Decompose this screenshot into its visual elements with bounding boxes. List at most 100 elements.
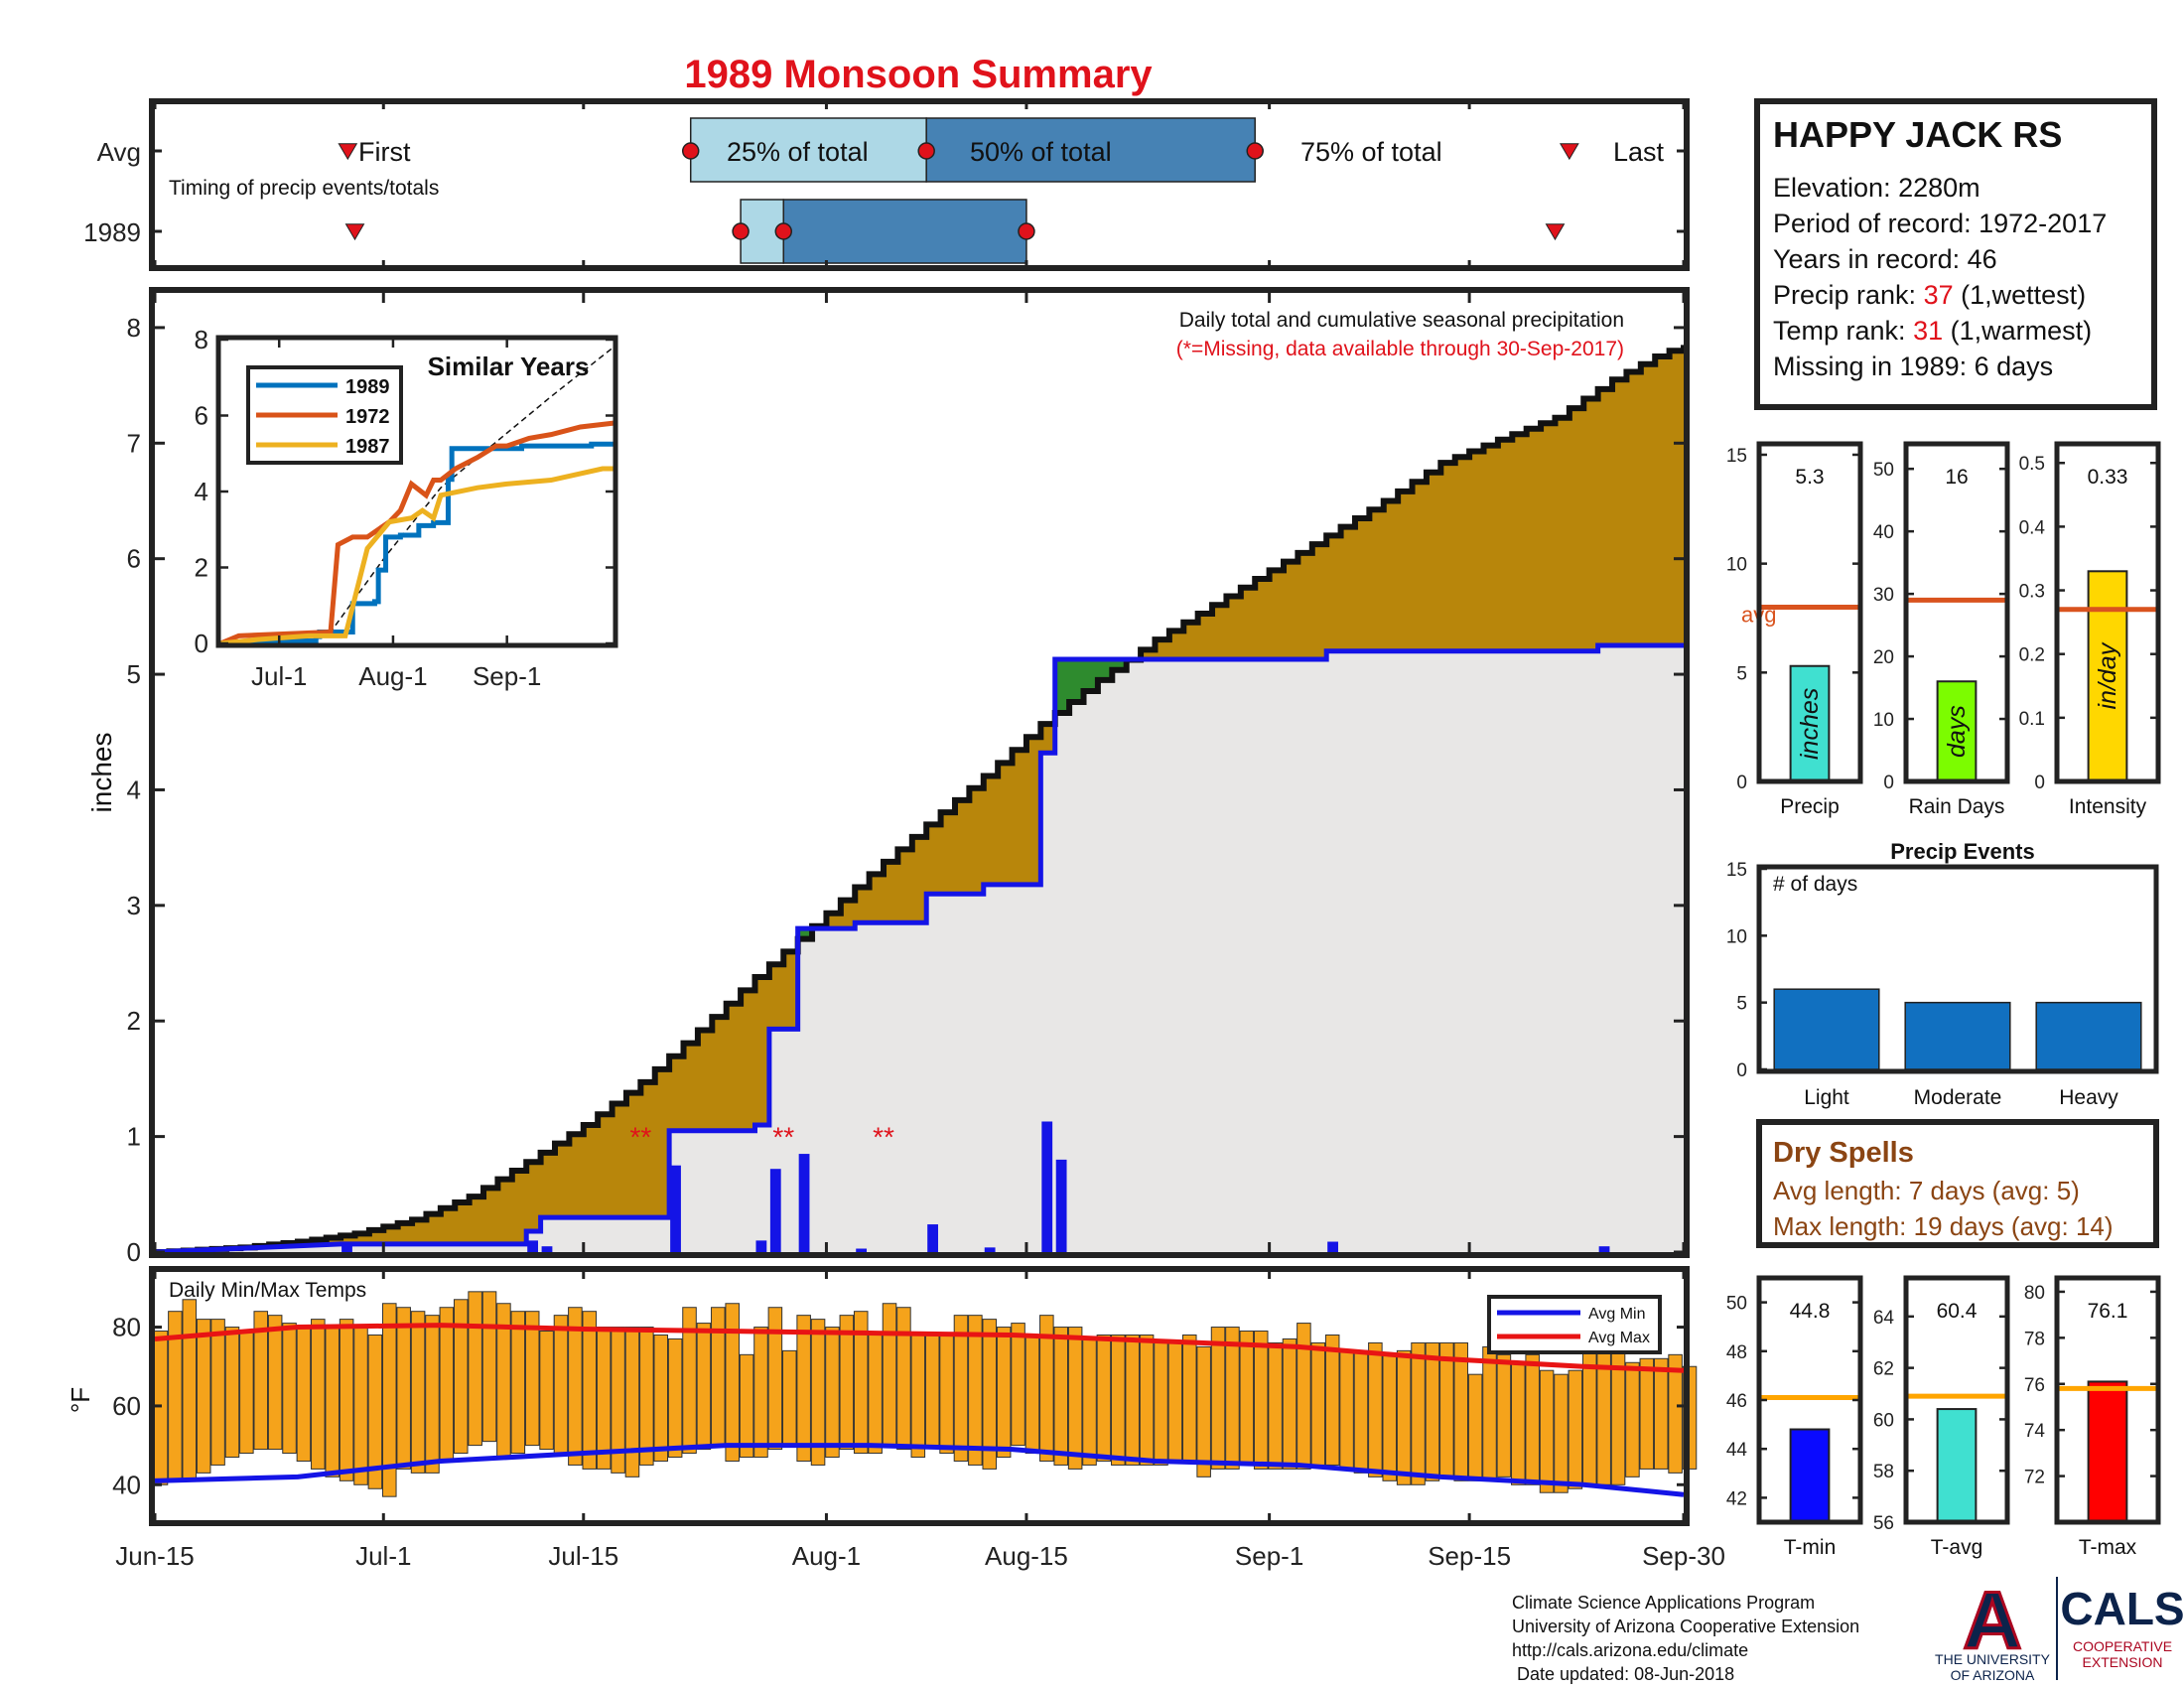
main-y-tick-label: 2 bbox=[127, 1006, 141, 1036]
avg-percentile-marker bbox=[681, 142, 700, 160]
ua-logo-line-2: OF ARIZONA bbox=[1951, 1667, 2035, 1683]
daily-temp-bar bbox=[1396, 1349, 1412, 1485]
temp-rank-value: 31 bbox=[1913, 316, 1943, 346]
summary-category-label: Precip bbox=[1780, 795, 1840, 818]
daily-temp-bar bbox=[725, 1303, 740, 1462]
daily-precip-bar bbox=[1041, 1121, 1053, 1252]
daily-temp-bar bbox=[210, 1319, 225, 1466]
daily-precip-bar bbox=[927, 1224, 938, 1252]
summary-y-tick-label: 74 bbox=[2024, 1421, 2046, 1442]
x-axis-date-label: Aug-15 bbox=[985, 1541, 1068, 1571]
daily-temp-bar bbox=[1425, 1341, 1440, 1481]
temp-rank-prefix: Temp rank: bbox=[1773, 316, 1913, 346]
timing-panel: Avg 1989 Timing of precip events/totals … bbox=[83, 98, 1690, 271]
summary-y-tick-label: 76 bbox=[2024, 1375, 2045, 1396]
daily-temp-bar bbox=[711, 1307, 726, 1447]
daily-temp-bar bbox=[468, 1291, 482, 1447]
timing-first-label: First bbox=[358, 137, 411, 167]
daily-precip-bar bbox=[527, 1240, 538, 1252]
daily-temp-bar bbox=[739, 1353, 754, 1459]
daily-temp-bar bbox=[1467, 1373, 1483, 1481]
daily-temp-bar bbox=[1125, 1334, 1140, 1466]
main-y-tick-label: 3 bbox=[127, 891, 141, 920]
temp-legend-label-max: Avg Max bbox=[1588, 1330, 1650, 1346]
daily-temp-bar bbox=[1067, 1327, 1083, 1470]
station-years: Years in record: 46 bbox=[1773, 244, 1997, 274]
daily-temp-bar bbox=[481, 1291, 497, 1443]
daily-temp-bar bbox=[1297, 1323, 1311, 1470]
main-chart-title: Daily total and cumulative seasonal prec… bbox=[1179, 309, 1624, 332]
cals-logo-text: CALS bbox=[2060, 1583, 2184, 1634]
inset-x-tick-label: Sep-1 bbox=[473, 661, 541, 691]
daily-temp-bar bbox=[539, 1331, 554, 1451]
year-percentile-marker bbox=[732, 222, 750, 240]
daily-temp-bar bbox=[767, 1307, 783, 1451]
daily-temp-bar bbox=[439, 1307, 455, 1462]
daily-temp-bar bbox=[425, 1315, 440, 1474]
daily-precip-bar bbox=[1055, 1159, 1067, 1252]
summary-y-tick-label: 62 bbox=[1873, 1359, 1894, 1380]
daily-temp-bar bbox=[753, 1327, 768, 1459]
daily-temp-bar bbox=[296, 1327, 312, 1462]
daily-temp-bar bbox=[1139, 1334, 1155, 1466]
summary-y-tick-label: 40 bbox=[1873, 522, 1894, 543]
daily-temp-bar bbox=[253, 1311, 269, 1451]
summary-y-tick-label: 46 bbox=[1726, 1391, 1747, 1412]
daily-temp-bar bbox=[982, 1319, 998, 1470]
main-y-tick-label: 0 bbox=[127, 1237, 141, 1267]
inset-y-tick-label: 8 bbox=[195, 325, 208, 354]
summary-value-label: 60.4 bbox=[1937, 1300, 1978, 1323]
inset-legend-label-1989: 1989 bbox=[345, 376, 390, 398]
main-y-tick-label: 8 bbox=[127, 313, 141, 343]
cals-logo-line-2: EXTENSION bbox=[2083, 1654, 2163, 1670]
precip-rank-suffix: (1,wettest) bbox=[1954, 280, 2087, 310]
summary-category-label: Intensity bbox=[2069, 795, 2147, 818]
temp-rank-suffix: (1,warmest) bbox=[1943, 316, 2092, 346]
daily-temp-bar bbox=[825, 1327, 840, 1459]
summary-y-tick-label: 0.3 bbox=[2019, 582, 2045, 603]
daily-precip-bar bbox=[856, 1248, 868, 1252]
daily-temp-bar bbox=[524, 1311, 540, 1447]
summary-y-tick-label: 10 bbox=[1726, 555, 1747, 576]
main-chart-subtitle: (*=Missing, data available through 30-Se… bbox=[1176, 338, 1624, 360]
daily-precip-bar bbox=[1598, 1246, 1610, 1252]
daily-temp-bar bbox=[639, 1327, 654, 1466]
daily-temp-bar bbox=[1511, 1361, 1526, 1485]
main-y-tick-label: 6 bbox=[127, 544, 141, 574]
daily-temp-bar bbox=[353, 1327, 368, 1485]
daily-temp-bar bbox=[1368, 1341, 1383, 1477]
inset-legend: 1989 1972 1987 bbox=[246, 365, 403, 465]
daily-temp-bar bbox=[839, 1315, 855, 1451]
daily-temp-bar bbox=[182, 1299, 198, 1481]
daily-precip-bar bbox=[755, 1240, 767, 1252]
daily-temp-bar bbox=[224, 1327, 240, 1459]
precip-event-category-label: Heavy bbox=[2059, 1086, 2118, 1109]
summary-category-label: Rain Days bbox=[1909, 795, 2005, 818]
temp-y-tick-label: 40 bbox=[112, 1470, 141, 1499]
daily-temp-bar bbox=[696, 1323, 712, 1451]
summary-category-label: T-avg bbox=[1931, 1536, 1983, 1559]
inset-y-tick-label: 0 bbox=[195, 629, 208, 658]
summary-panel-frame bbox=[1903, 441, 2010, 784]
precip-event-category-label: Light bbox=[1804, 1086, 1849, 1109]
summary-y-tick-label: 60 bbox=[1873, 1410, 1894, 1431]
daily-temp-bar bbox=[282, 1323, 297, 1455]
daily-temp-bar bbox=[1082, 1337, 1097, 1466]
events-y-tick-label: 5 bbox=[1736, 994, 1747, 1015]
summary-y-tick-label: 58 bbox=[1873, 1462, 1894, 1482]
missing-data-mark: ** bbox=[772, 1122, 794, 1153]
daily-precip-bar bbox=[1327, 1241, 1338, 1252]
daily-temp-bar bbox=[1239, 1331, 1255, 1466]
ua-logo-line-1: THE UNIVERSITY bbox=[1935, 1651, 2051, 1667]
station-period: Period of record: 1972-2017 bbox=[1773, 209, 2107, 238]
daily-temp-bar bbox=[939, 1334, 954, 1455]
daily-temp-bar bbox=[1024, 1334, 1040, 1455]
summary-category-label: T-max bbox=[2079, 1536, 2137, 1559]
daily-temp-bar bbox=[1268, 1341, 1283, 1470]
timing-row-label-avg: Avg bbox=[97, 137, 141, 167]
daily-temp-bar bbox=[1554, 1373, 1569, 1493]
temp-y-axis-label: °F bbox=[66, 1387, 95, 1413]
temp-legend: Avg Min Avg Max bbox=[1487, 1295, 1662, 1354]
temp-legend-box bbox=[1487, 1295, 1662, 1354]
similar-years-inset: 0 2 4 6 8 Jul-1 Aug-1 Sep-1 Similar Years 1989 … bbox=[195, 325, 618, 691]
